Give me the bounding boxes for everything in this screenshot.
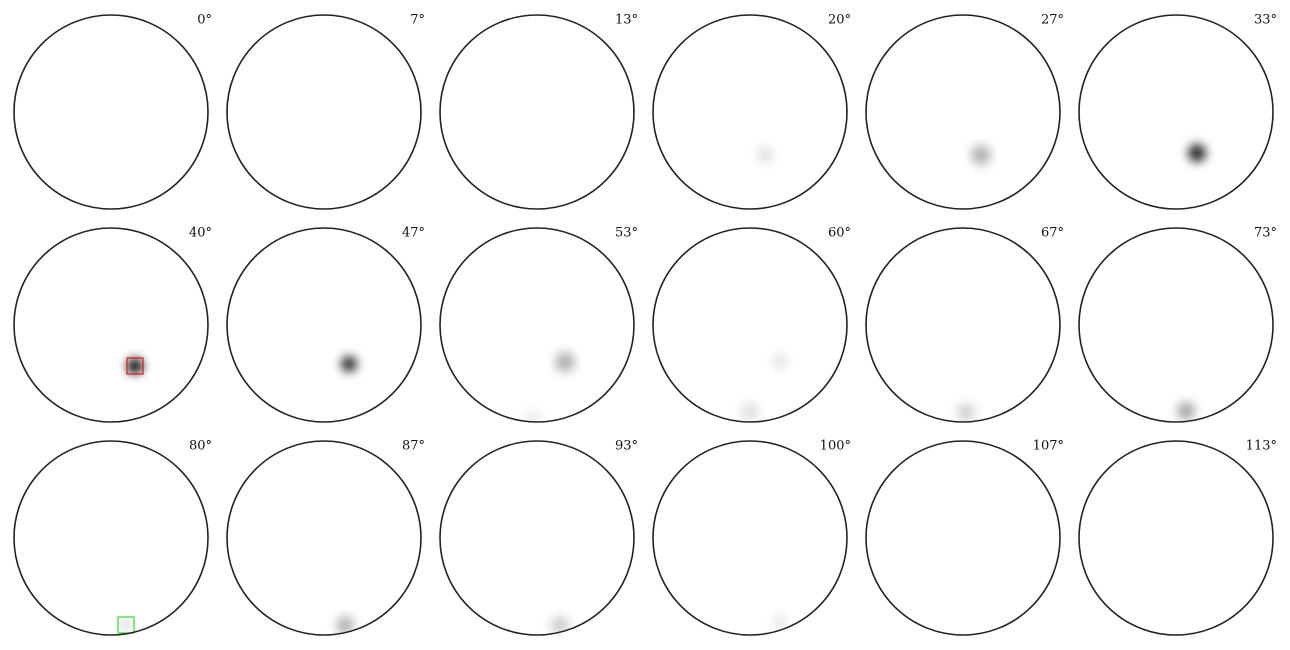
panel: 7° [226,13,425,210]
angle-label: 73° [1254,226,1277,241]
angle-label: 20° [828,13,851,28]
detector-circle [1078,440,1274,636]
panel: 107° [865,439,1064,636]
intensity-spot [1177,402,1195,420]
angle-label: 27° [1041,13,1064,28]
spot-layer [119,618,133,632]
panel: 33° [1078,13,1277,210]
panel: 100° [652,439,851,636]
spot-layer [525,352,575,422]
intensity-spot [551,616,569,634]
angle-label: 13° [615,13,638,28]
spot-layer [341,356,357,372]
detector-circle [865,440,1061,636]
detector-circle [226,440,422,636]
panel: 13° [439,13,638,210]
angle-label: 113° [1246,439,1277,454]
panel: 40° [13,226,212,423]
angle-label: 93° [615,439,638,454]
detector-circle [13,14,209,210]
intensity-spot [336,616,354,634]
intensity-spot [341,356,357,372]
panel: 60° [652,226,851,423]
angle-label: 47° [402,226,425,241]
detector-circle [439,227,635,423]
detector-circle [13,440,209,636]
intensity-spot [525,410,541,422]
detector-circle [652,227,848,423]
angle-label: 53° [615,226,638,241]
panel: 20° [652,13,851,210]
marker-box [126,357,144,375]
intensity-spot [772,353,788,369]
angle-label: 0° [197,13,212,28]
detector-circle [1078,227,1274,423]
intensity-spot [1188,144,1206,162]
angle-label: 107° [1033,439,1064,454]
detector-circle [439,440,635,636]
detector-circle [226,227,422,423]
panel: 53° [439,226,638,423]
detector-circle [865,14,1061,210]
detector-circle [652,14,848,210]
panel: 80° [13,439,212,636]
detector-circle [865,227,1061,423]
detector-circle [439,14,635,210]
spot-layer [127,358,143,374]
spot-layer [971,145,991,165]
spot-layer [957,403,975,421]
intensity-spot [957,403,975,421]
angle-label: 7° [410,13,425,28]
angle-label: 60° [828,226,851,241]
intensity-spot [741,403,759,421]
panel: 47° [226,226,425,423]
panel: 27° [865,13,1064,210]
intensity-spot [772,614,788,630]
marker-box [117,616,135,634]
angle-label: 33° [1254,13,1277,28]
spot-layer [1177,402,1195,420]
angle-label: 67° [1041,226,1064,241]
spot-layer [741,353,788,421]
intensity-spot [757,147,773,163]
spot-layer [551,616,569,634]
intensity-spot [971,145,991,165]
spot-layer [336,616,354,634]
panel: 87° [226,439,425,636]
detector-circle [652,440,848,636]
intensity-spot [555,352,575,372]
spot-layer [1188,144,1206,162]
panel: 0° [13,13,212,210]
angle-label: 80° [189,439,212,454]
intensity-spot [127,358,143,374]
detector-circle [226,14,422,210]
panel: 73° [1078,226,1277,423]
intensity-spot [119,618,133,632]
angle-label: 87° [402,439,425,454]
angle-label: 40° [189,226,212,241]
detector-circle [1078,14,1274,210]
panel: 93° [439,439,638,636]
panel: 67° [865,226,1064,423]
angle-label: 100° [820,439,851,454]
spot-layer [757,147,773,163]
spot-layer [772,614,788,630]
detector-circle [13,227,209,423]
panel: 113° [1078,439,1277,636]
